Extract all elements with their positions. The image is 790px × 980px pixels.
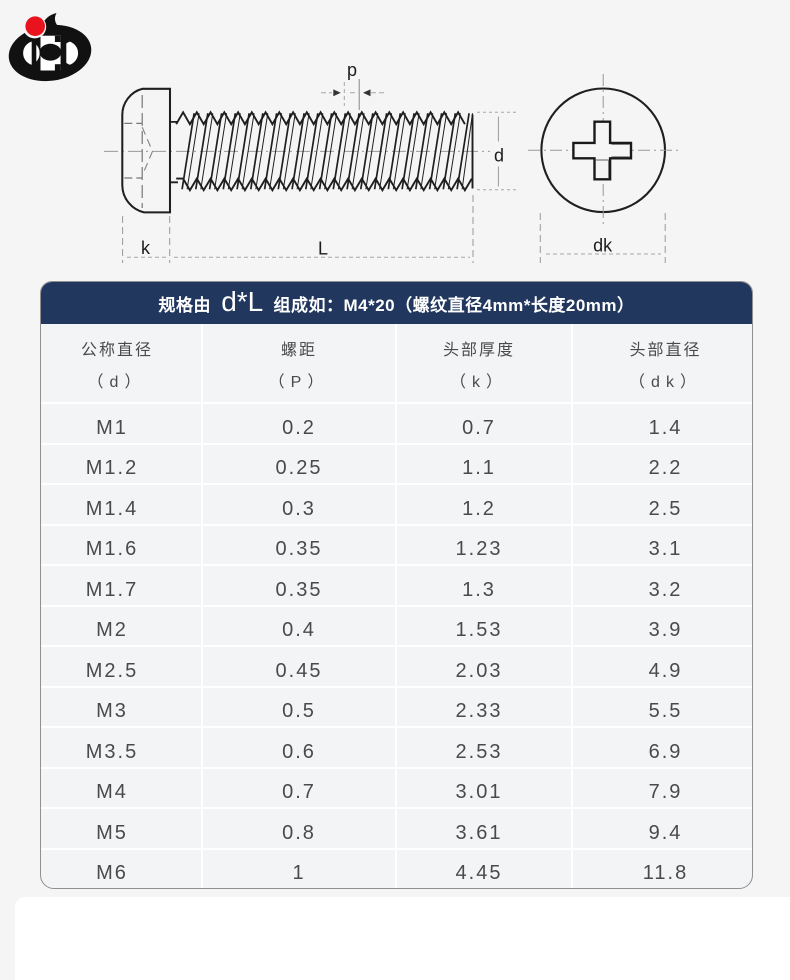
svg-text:k: k	[141, 238, 151, 258]
svg-text:p: p	[347, 60, 357, 80]
svg-text:d: d	[494, 146, 504, 166]
svg-text:L: L	[318, 239, 328, 259]
svg-text:dk: dk	[593, 236, 613, 256]
